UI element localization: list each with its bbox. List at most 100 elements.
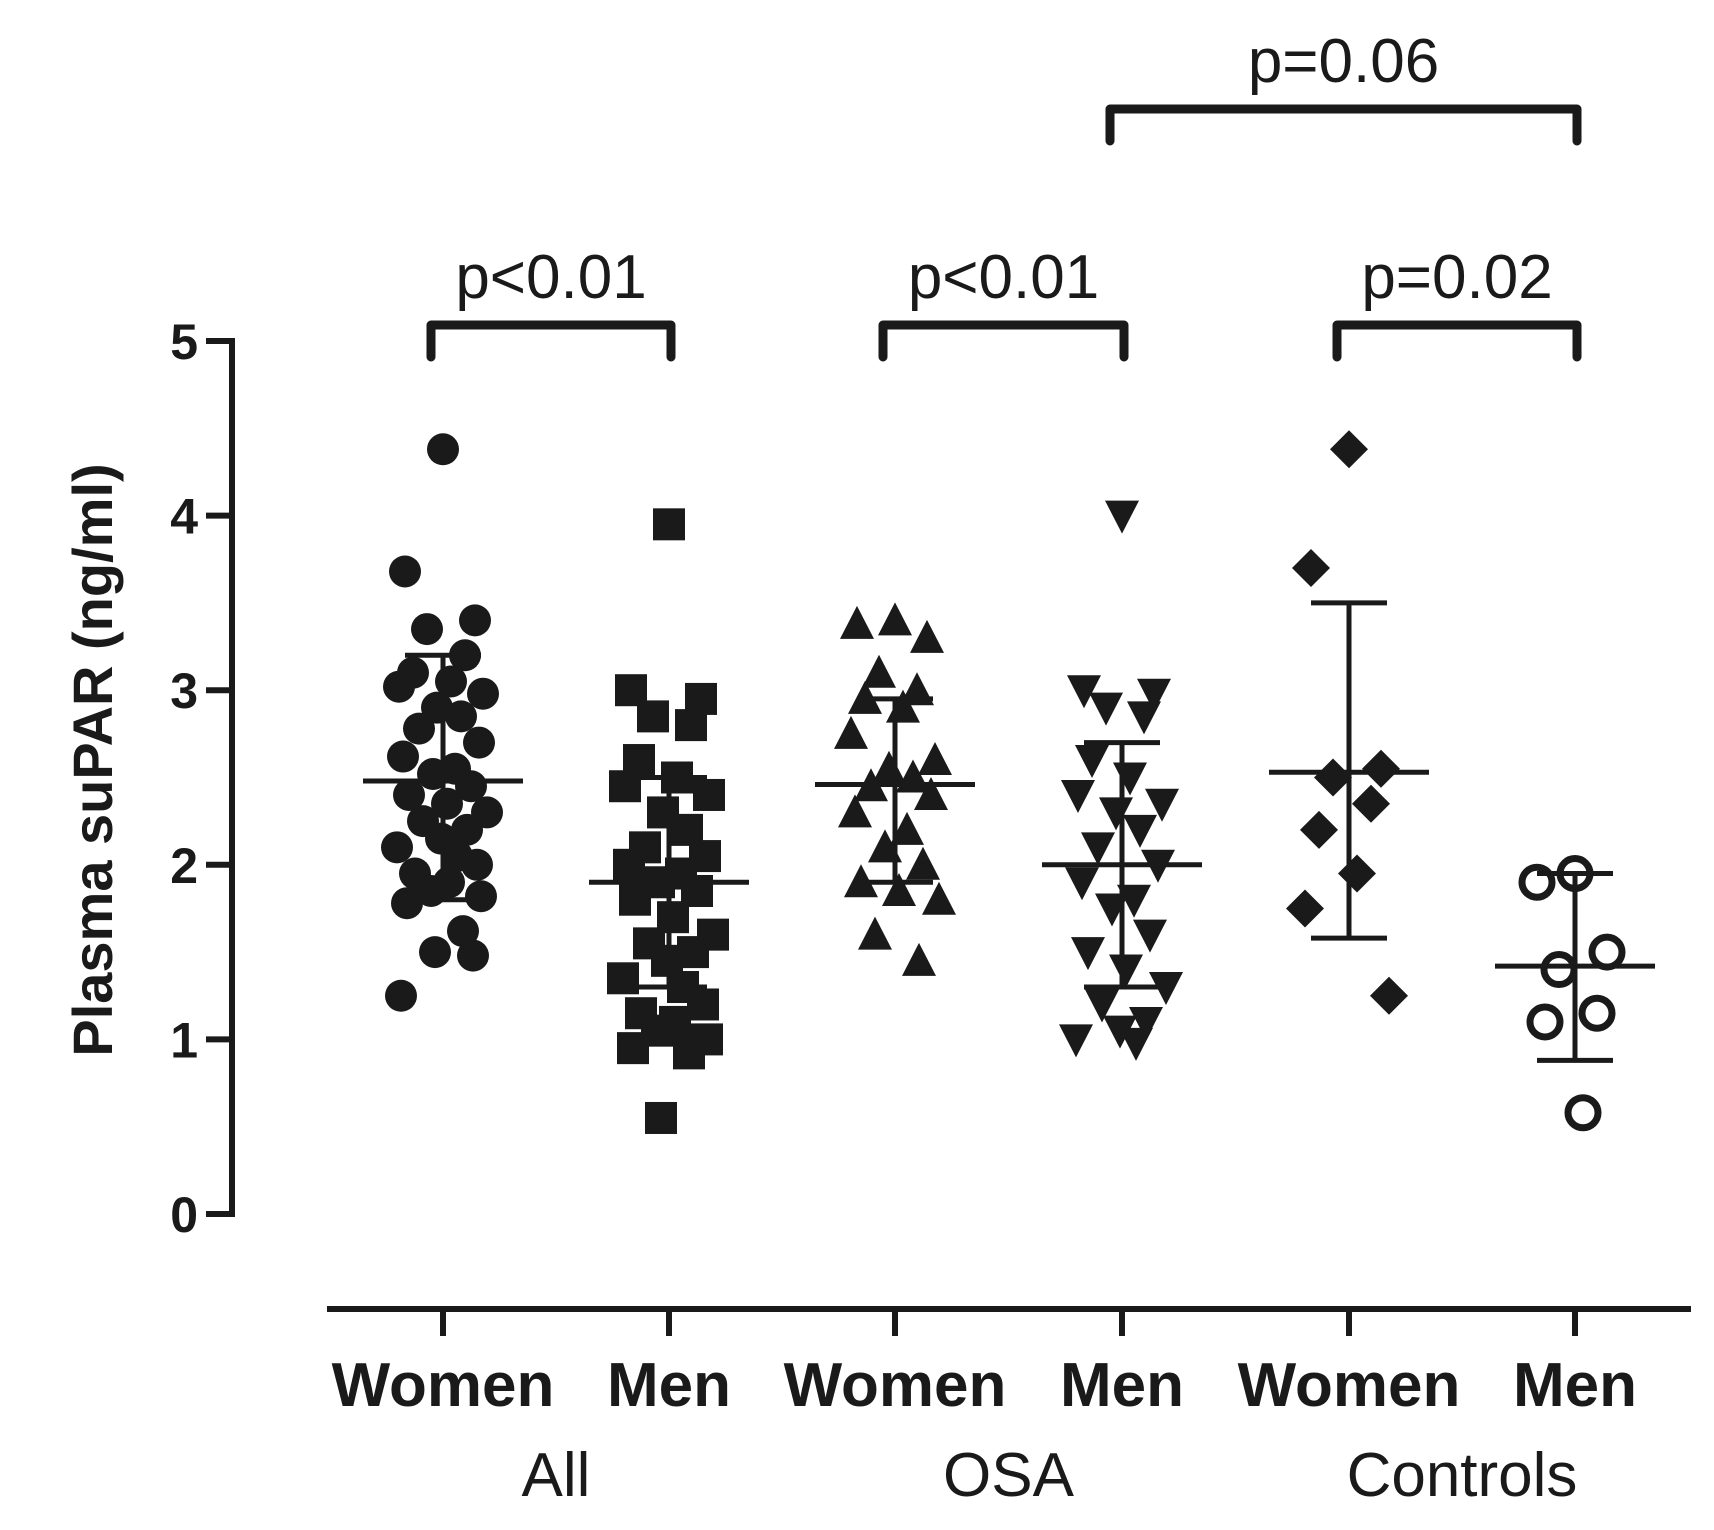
data-point xyxy=(1352,784,1390,823)
data-point xyxy=(1370,976,1408,1015)
data-point xyxy=(1526,1003,1564,1041)
x-category-label: Women xyxy=(332,1351,555,1420)
data-point xyxy=(1065,867,1099,901)
x-category-label: Men xyxy=(607,1351,731,1420)
data-point xyxy=(465,880,497,913)
data-point xyxy=(693,778,725,811)
data-point xyxy=(389,555,421,588)
data-point xyxy=(1145,788,1179,822)
data-point xyxy=(1067,675,1101,709)
data-point xyxy=(890,811,924,845)
data-point xyxy=(1540,951,1578,989)
x-category-label: Men xyxy=(1513,1351,1637,1420)
data-point xyxy=(675,709,707,742)
data-point xyxy=(1123,814,1157,848)
data-point xyxy=(1099,797,1133,831)
data-point xyxy=(1588,933,1626,971)
data-point xyxy=(455,770,487,803)
data-point xyxy=(834,715,868,749)
data-point xyxy=(1578,994,1616,1032)
data-point xyxy=(467,677,499,710)
y-tick-label: 0 xyxy=(170,1187,198,1243)
data-point xyxy=(613,848,645,881)
data-point xyxy=(1081,832,1115,866)
data-point xyxy=(381,831,413,864)
data-point xyxy=(1103,1015,1137,1049)
data-point xyxy=(617,1032,649,1065)
data-point xyxy=(858,916,892,950)
y-tick-label: 4 xyxy=(170,489,198,545)
data-point xyxy=(1089,692,1123,726)
y-tick-label: 1 xyxy=(170,1012,198,1068)
data-point xyxy=(1292,548,1330,587)
data-point xyxy=(463,726,495,759)
data-point xyxy=(1119,1027,1153,1061)
data-point xyxy=(451,813,483,846)
p-value-label: p<0.01 xyxy=(908,243,1099,312)
data-point xyxy=(1286,889,1324,928)
data-point xyxy=(1127,701,1161,735)
data-point xyxy=(838,794,872,828)
data-point xyxy=(902,942,936,976)
data-point xyxy=(411,613,443,646)
data-point xyxy=(1133,919,1167,953)
data-point xyxy=(1129,1006,1163,1040)
significance-bracket xyxy=(878,320,1129,362)
data-point xyxy=(1314,758,1352,797)
y-tick-label: 2 xyxy=(170,838,198,894)
significance-bracket xyxy=(1105,104,1582,146)
data-point xyxy=(403,712,435,745)
data-point xyxy=(431,787,463,820)
data-point xyxy=(461,848,493,881)
data-point xyxy=(906,846,940,880)
x-group-label: Controls xyxy=(1347,1441,1578,1510)
significance-brackets: p<0.01 p<0.01 p=0.02 p=0.06 xyxy=(426,27,1582,362)
data-point xyxy=(1085,989,1119,1023)
data-point xyxy=(383,670,415,703)
data-point xyxy=(922,881,956,915)
data-point xyxy=(619,883,651,916)
data-point xyxy=(918,742,952,776)
data-point xyxy=(673,1037,705,1070)
data-point xyxy=(1137,678,1171,712)
y-axis-label: Plasma suPAR (ng/ml) xyxy=(61,463,124,1056)
data-point xyxy=(1059,1024,1093,1058)
data-point xyxy=(457,939,489,972)
y-tick-label: 5 xyxy=(170,314,198,370)
data-point xyxy=(447,915,479,948)
significance-bracket xyxy=(426,320,676,362)
data-point xyxy=(427,433,459,466)
data-point xyxy=(1149,972,1183,1006)
y-tick-label: 3 xyxy=(170,663,198,719)
data-point xyxy=(687,988,719,1021)
data-point xyxy=(645,1101,677,1134)
data-point xyxy=(637,700,669,733)
x-group-label: OSA xyxy=(943,1441,1075,1510)
data-point xyxy=(1300,810,1338,849)
x-group-label: All xyxy=(522,1441,591,1510)
data-point xyxy=(878,602,912,636)
data-point xyxy=(653,508,685,541)
p-value-label: p=0.06 xyxy=(1248,27,1439,96)
p-value-label: p<0.01 xyxy=(455,243,646,312)
data-point xyxy=(1362,749,1400,788)
data-point xyxy=(862,654,896,688)
data-points xyxy=(381,430,1626,1134)
x-category-label: Women xyxy=(1238,1351,1461,1420)
significance-bracket xyxy=(1332,320,1582,362)
data-point xyxy=(910,619,944,653)
data-point xyxy=(872,750,906,784)
data-point xyxy=(391,887,423,920)
x-category-label: Men xyxy=(1060,1351,1184,1420)
mean-sd-lines xyxy=(363,600,1655,1063)
data-point xyxy=(840,605,874,639)
data-point xyxy=(1117,884,1151,918)
data-point xyxy=(1564,1094,1602,1132)
data-point xyxy=(1105,500,1139,534)
x-category-label: Women xyxy=(784,1351,1007,1420)
data-point xyxy=(445,700,477,733)
data-point xyxy=(387,740,419,773)
data-point xyxy=(1113,762,1147,796)
